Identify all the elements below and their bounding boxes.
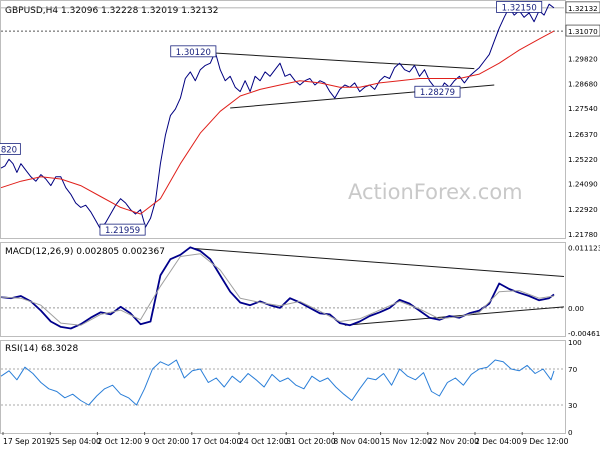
y-tick-0-9: 1.21780 [568,230,598,239]
trendline-0 [192,247,565,277]
x-axis-labels: 17 Sep 2019 25 Sep 04:002 Oct 12:00 9 Oct … [2,432,569,446]
y-tick-label: 100 [568,338,582,347]
macd-header: MACD(12,26,9) 0.002805 0.002367 [5,247,165,257]
rsi-panel-frame [0,340,566,434]
price-annotation-1: 1.30120 [170,45,217,58]
series-line-1 [0,30,555,215]
y-tick-label: 1.27540 [568,104,598,113]
y-tick-label: 30 [568,401,578,410]
y-axis-labels: 1.32132 1.31070 1.29820 1.28680 1.27540 1.263… [565,1,600,437]
y-tick-label: 1.32132 [568,4,598,13]
annotation-text: 1.32150 [502,3,537,13]
y-tick-label: 70 [568,365,578,374]
x-tick-label-3: 9 Oct 20:00 [145,437,190,446]
macd-panel-frame [0,242,566,337]
y-tick-0-1: 1.31070 [565,24,600,37]
x-tick-label-2: 2 Oct 12:00 [97,437,142,446]
y-tick-label: 1.26370 [568,130,598,139]
annotation-text: 1.30120 [176,48,211,58]
rsi-header: RSI(14) 68.3028 [5,344,78,354]
watermark: ActionForex.com [348,180,523,204]
x-tick-label-8: 15 Nov 12:00 [381,437,432,446]
price-annotation-2: 1.28279 [414,85,461,98]
macd-plot [0,246,565,330]
x-tick-label-5: 24 Oct 12:00 [239,437,289,446]
trendline-0 [195,51,475,70]
price-panel-frame [0,0,566,239]
y-tick-label: 1.25220 [568,155,598,164]
y-tick-label: 1.21780 [568,230,598,239]
y-tick-2-1: 70 [568,365,578,374]
annotation-box [496,1,543,13]
y-tick-1-1: 0.00 [568,304,584,313]
y-tick-0-6: 1.25220 [568,155,598,164]
price-plot: 1.32150 1.30120 1.28279 1.21959 820 [0,1,564,236]
series-line-0 [0,359,555,406]
annotation-text: 820 [1,146,17,156]
annotation-text: 1.28279 [420,88,455,98]
y-tick-1-2: -0.004617 [568,329,600,338]
y-tick-label: 0 [568,428,573,437]
y-tick-0-4: 1.27540 [568,104,598,113]
annotation-box [170,45,217,58]
x-tick-label-0: 17 Sep 2019 [3,437,51,446]
x-tick-label-7: 8 Nov 04:00 [333,437,380,446]
price-header: GBPUSD,H4 1.32096 1.32228 1.32019 1.3213… [5,6,218,16]
y-tick-label: 0.00 [568,304,584,313]
y-tick-0-0: 1.32132 [565,1,600,14]
series-line-1 [0,253,555,326]
y-tick-label: 1.29820 [568,54,598,63]
x-tick-label-4: 17 Oct 04:00 [192,437,242,446]
y-tick-label: 0.011123 [568,244,600,253]
y-tick-label: 1.28680 [568,79,598,88]
y-tag-box [565,24,600,37]
price-annotation-3: 1.21959 [99,223,146,236]
y-tick-label: -0.004617 [568,329,600,338]
y-tick-label: 1.24090 [568,180,598,189]
x-tick-label-6: 31 Oct 20:00 [286,437,336,446]
price-annotation-0: 1.32150 [496,1,543,13]
x-tick-label-9: 22 Nov 20:00 [428,437,479,446]
annotation-box [99,223,146,236]
y-tick-0-8: 1.22920 [568,205,598,214]
y-tick-label: 1.22920 [568,205,598,214]
rsi-plot [0,359,564,406]
y-tick-1-0: 0.011123 [568,244,600,253]
y-tick-2-2: 30 [568,401,578,410]
y-tick-0-7: 1.24090 [568,180,598,189]
y-tick-2-0: 100 [568,338,582,347]
annotation-text: 1.21959 [105,226,140,236]
x-tick-label-11: 9 Dec 12:00 [522,437,568,446]
y-tick-0-5: 1.26370 [568,130,598,139]
x-tick-label-1: 25 Sep 04:00 [50,437,101,446]
y-tick-0-2: 1.29820 [568,54,598,63]
y-tick-label: 1.31070 [568,27,598,36]
annotation-box [414,85,461,98]
price-annotation-4: 820 [0,143,21,156]
y-tag-box [565,1,600,14]
y-tick-0-3: 1.28680 [568,79,598,88]
x-tick-label-10: 2 Dec 04:00 [475,437,521,446]
annotation-box [0,143,21,155]
y-tick-2-3: 0 [568,428,573,437]
